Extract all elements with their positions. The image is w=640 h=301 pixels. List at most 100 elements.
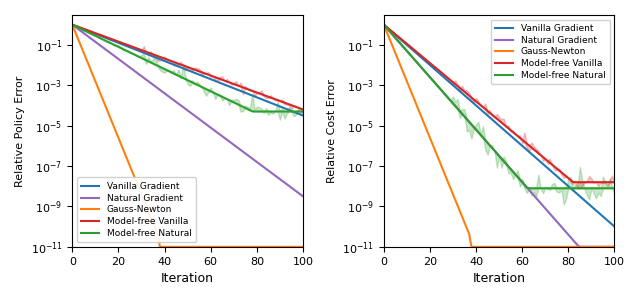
Line: Model-free Vanilla: Model-free Vanilla [72, 25, 303, 110]
Gauss-Newton [244, 245, 252, 249]
Model-free Vanilla [68, 23, 76, 26]
Gauss-Newton [396, 62, 404, 66]
Gauss-Newton [544, 245, 552, 249]
Vanilla Gradient [230, 86, 237, 90]
Gauss-Newton [84, 62, 92, 66]
Model-free Natural [207, 89, 214, 93]
Model-free Natural [611, 186, 618, 190]
Natural Gradient [380, 23, 388, 26]
Natural Gradient [438, 88, 445, 92]
Vanilla Gradient [241, 91, 249, 95]
Model-free Vanilla [207, 74, 214, 77]
Model-free Natural [175, 74, 182, 78]
Vanilla Gradient [299, 114, 307, 117]
Model-free Natural [84, 31, 92, 34]
Model-free Natural [438, 88, 445, 92]
Gauss-Newton [380, 23, 388, 26]
Natural Gradient [68, 23, 76, 26]
Vanilla Gradient [486, 116, 493, 119]
Natural Gradient [518, 180, 526, 184]
Vanilla Gradient [207, 77, 214, 81]
Natural Gradient [553, 220, 561, 223]
Vanilla Gradient [126, 45, 134, 49]
Model-free Vanilla [541, 157, 549, 161]
Gauss-Newton [126, 164, 134, 168]
Model-free Vanilla [299, 108, 307, 111]
Natural Gradient [486, 144, 493, 147]
Natural Gradient [396, 41, 404, 45]
Line: Gauss-Newton: Gauss-Newton [384, 25, 614, 247]
Line: Natural Gradient: Natural Gradient [384, 25, 614, 247]
Line: Model-free Natural: Model-free Natural [384, 25, 614, 188]
Model-free Vanilla [175, 62, 182, 65]
Natural Gradient [299, 194, 307, 198]
Model-free Natural [380, 23, 388, 26]
Natural Gradient [230, 143, 237, 147]
Vanilla Gradient [518, 144, 526, 147]
Natural Gradient [207, 126, 214, 129]
Gauss-Newton [156, 245, 164, 249]
Model-free Natural [251, 110, 259, 113]
Natural Gradient [611, 245, 618, 249]
Model-free Vanilla [553, 167, 561, 170]
Natural Gradient [175, 102, 182, 105]
Model-free Vanilla [84, 29, 92, 33]
Model-free Vanilla [518, 138, 526, 141]
Model-free Natural [126, 51, 134, 54]
Model-free Natural [544, 186, 552, 190]
Y-axis label: Relative Cost Error: Relative Cost Error [326, 79, 337, 183]
Line: Natural Gradient: Natural Gradient [72, 25, 303, 196]
Vanilla Gradient [438, 73, 445, 77]
Y-axis label: Relative Policy Error: Relative Policy Error [15, 75, 25, 187]
Model-free Natural [556, 186, 563, 190]
Model-free Vanilla [126, 44, 134, 48]
Vanilla Gradient [611, 225, 618, 228]
Model-free Vanilla [396, 36, 404, 40]
Gauss-Newton [488, 245, 496, 249]
Natural Gradient [576, 245, 584, 249]
Line: Vanilla Gradient: Vanilla Gradient [384, 25, 614, 227]
Gauss-Newton [438, 164, 445, 168]
Line: Model-free Natural: Model-free Natural [72, 25, 303, 111]
Legend: Vanilla Gradient, Natural Gradient, Gauss-Newton, Model-free Vanilla, Model-free: Vanilla Gradient, Natural Gradient, Gaus… [491, 20, 610, 84]
Model-free Natural [525, 186, 533, 190]
Vanilla Gradient [396, 37, 404, 41]
Gauss-Newton [177, 245, 184, 249]
Model-free Natural [518, 180, 526, 184]
Vanilla Gradient [175, 65, 182, 68]
Model-free Vanilla [486, 111, 493, 115]
Model-free Vanilla [438, 71, 445, 74]
Gauss-Newton [232, 245, 240, 249]
Natural Gradient [84, 35, 92, 39]
Vanilla Gradient [553, 174, 561, 178]
Model-free Vanilla [230, 82, 237, 86]
Line: Vanilla Gradient: Vanilla Gradient [72, 25, 303, 116]
Vanilla Gradient [68, 23, 76, 26]
Gauss-Newton [556, 245, 563, 249]
Model-free Vanilla [572, 180, 579, 184]
Line: Model-free Vanilla: Model-free Vanilla [384, 25, 614, 182]
Natural Gradient [241, 152, 249, 155]
Natural Gradient [126, 66, 134, 69]
Model-free Natural [486, 144, 493, 147]
Gauss-Newton [68, 23, 76, 26]
Model-free Natural [241, 106, 249, 110]
Vanilla Gradient [84, 29, 92, 33]
Vanilla Gradient [380, 23, 388, 26]
Gauss-Newton [299, 245, 307, 249]
Gauss-Newton [521, 245, 529, 249]
Model-free Natural [396, 41, 404, 45]
Legend: Vanilla Gradient, Natural Gradient, Gauss-Newton, Model-free Vanilla, Model-free: Vanilla Gradient, Natural Gradient, Gaus… [77, 178, 196, 242]
Gauss-Newton [611, 245, 618, 249]
X-axis label: Iteration: Iteration [472, 272, 525, 285]
Gauss-Newton [468, 245, 476, 249]
Gauss-Newton [209, 245, 217, 249]
Model-free Natural [68, 23, 76, 26]
Natural Gradient [541, 207, 549, 210]
Model-free Vanilla [241, 86, 249, 90]
Model-free Natural [299, 110, 307, 113]
Model-free Natural [230, 101, 237, 104]
Line: Gauss-Newton: Gauss-Newton [72, 25, 303, 247]
X-axis label: Iteration: Iteration [161, 272, 214, 285]
Model-free Vanilla [380, 23, 388, 26]
